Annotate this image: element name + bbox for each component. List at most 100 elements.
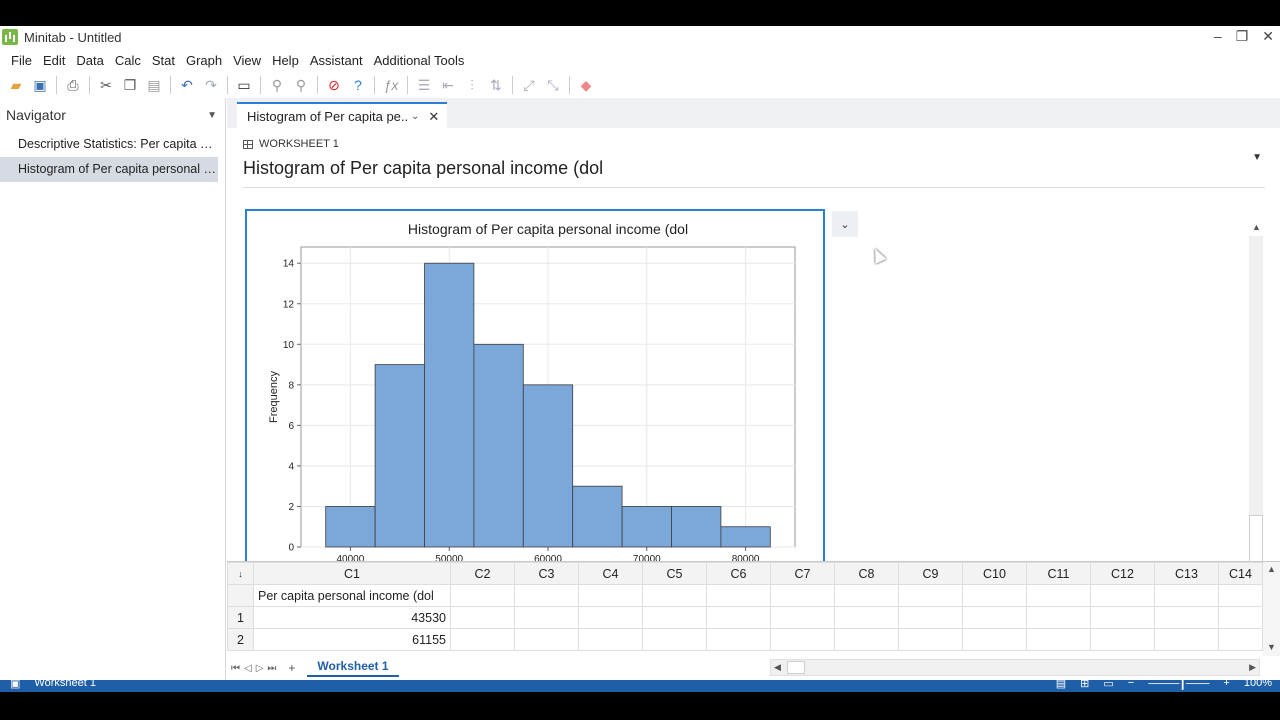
column-name-cell[interactable] (578, 584, 643, 607)
cell[interactable] (514, 628, 579, 651)
cell[interactable] (1090, 606, 1155, 629)
cell-c1-row2[interactable]: 61155 (253, 628, 451, 651)
column-header-c4[interactable]: C4 (578, 562, 643, 585)
column-name-cell[interactable] (834, 584, 899, 607)
cell[interactable] (578, 628, 643, 651)
cell[interactable] (1026, 606, 1091, 629)
copy-icon[interactable]: ❐ (123, 76, 137, 93)
column-name-cell[interactable] (1218, 584, 1263, 607)
column-name-cell[interactable] (706, 584, 771, 607)
sort-icon[interactable]: ⇅ (490, 76, 502, 93)
column-name-cell[interactable] (642, 584, 707, 607)
status-window-icon[interactable]: ▣ (10, 680, 21, 690)
add-sheet-button[interactable]: + (288, 661, 296, 675)
cell[interactable] (1218, 628, 1263, 651)
cut-icon[interactable]: ✂ (100, 76, 112, 93)
row-header-1[interactable]: 1 (227, 606, 254, 629)
cell[interactable] (834, 628, 899, 651)
ws-scroll-down-icon[interactable]: ▼ (1267, 642, 1276, 652)
align-icon[interactable]: ☰ (417, 76, 431, 93)
prev-sheet-icon[interactable]: ◁ (244, 662, 252, 674)
tab-dropdown-icon[interactable]: ⌄ (411, 111, 420, 122)
save-icon[interactable]: ▣ (33, 76, 47, 93)
hscroll-right-icon[interactable]: ▶ (1249, 662, 1256, 672)
paste-icon[interactable]: ▤ (147, 76, 161, 93)
hscroll-left-icon[interactable]: ◀ (774, 662, 781, 672)
close-window-button[interactable]: ✕ (1262, 28, 1274, 44)
zoom-out-icon[interactable]: − (1127, 680, 1135, 689)
chart-icon[interactable]: ⫶ (470, 76, 474, 93)
eraser-icon[interactable]: ◆ (580, 76, 592, 93)
cell[interactable] (1026, 628, 1091, 651)
distribute-icon[interactable]: ⇤ (442, 76, 454, 93)
menu-additional-tools[interactable]: Additional Tools (373, 52, 465, 68)
navigator-item-descriptive-statistics[interactable]: Descriptive Statistics: Per capita per..… (18, 137, 218, 151)
column-header-c2[interactable]: C2 (450, 562, 515, 585)
cell[interactable] (962, 606, 1027, 629)
column-header-c12[interactable]: C12 (1090, 562, 1155, 585)
status-layout-icon[interactable]: ▭ (1103, 680, 1114, 690)
hscroll-thumb[interactable] (787, 661, 805, 674)
cell[interactable] (450, 628, 515, 651)
output-vertical-scrollbar[interactable]: ▲ ▼ (1248, 220, 1264, 580)
column-name-c1[interactable]: Per capita personal income (dol (253, 584, 451, 607)
menu-edit[interactable]: Edit (42, 52, 66, 68)
ws-scroll-up-icon[interactable]: ▲ (1267, 564, 1276, 574)
menu-graph[interactable]: Graph (185, 52, 223, 68)
print-icon[interactable]: ⎙ (67, 76, 79, 93)
next-sheet-icon[interactable]: ▷ (255, 662, 264, 674)
column-header-c14[interactable]: C14 (1218, 562, 1263, 585)
zoom-slider[interactable]: ────┃─── (1148, 680, 1210, 690)
cell[interactable] (898, 606, 963, 629)
scroll-up-icon[interactable]: ▲ (1252, 222, 1261, 232)
brush-icon[interactable]: ⤢ (523, 76, 535, 93)
column-name-cell[interactable] (1154, 584, 1219, 607)
column-name-cell[interactable] (450, 584, 515, 607)
session-window-icon[interactable]: ▭ (237, 76, 251, 93)
cell[interactable] (898, 628, 963, 651)
column-name-cell[interactable] (1026, 584, 1091, 607)
replace-icon[interactable]: ⚲ (295, 76, 307, 93)
status-grid-icon[interactable]: ⊞ (1080, 680, 1090, 690)
column-name-cell[interactable] (1090, 584, 1155, 607)
worksheet-vertical-scrollbar[interactable]: ▲ ▼ (1263, 562, 1280, 656)
menu-help[interactable]: Help (272, 52, 299, 68)
undo-icon[interactable]: ↶ (181, 76, 193, 93)
column-header-c6[interactable]: C6 (706, 562, 771, 585)
output-menu-icon[interactable]: ▼ (1252, 152, 1262, 163)
redo-icon[interactable]: ↷ (205, 76, 217, 93)
cell[interactable] (962, 628, 1027, 651)
cell[interactable] (578, 606, 643, 629)
column-header-c7[interactable]: C7 (770, 562, 835, 585)
column-header-c13[interactable]: C13 (1154, 562, 1219, 585)
cell[interactable] (706, 628, 771, 651)
formula-icon[interactable]: ƒx (383, 77, 399, 93)
column-name-cell[interactable] (514, 584, 579, 607)
menu-view[interactable]: View (233, 52, 262, 68)
last-sheet-icon[interactable]: ⏭ (267, 662, 277, 674)
menu-stat[interactable]: Stat (151, 52, 175, 68)
menu-assistant[interactable]: Assistant (309, 52, 363, 68)
data-direction-arrow-icon[interactable]: ↓ (227, 562, 254, 585)
cell[interactable] (642, 628, 707, 651)
zoom-in-icon[interactable]: + (1223, 680, 1230, 689)
menu-data[interactable]: Data (76, 52, 104, 68)
minimize-button[interactable]: – (1213, 28, 1222, 44)
cell[interactable] (834, 606, 899, 629)
cell[interactable] (1154, 628, 1219, 651)
cancel-icon[interactable]: ⊘ (328, 76, 340, 93)
cell-c1-row1[interactable]: 43530 (253, 606, 451, 629)
cell[interactable] (1090, 628, 1155, 651)
column-header-c1[interactable]: C1 (253, 562, 451, 585)
find-icon[interactable]: ⚲ (271, 76, 283, 93)
worksheet-horizontal-scrollbar[interactable]: ◀ ▶ (770, 659, 1260, 676)
sheet-tab-worksheet-1[interactable]: Worksheet 1 (307, 659, 399, 677)
select-icon[interactable]: ⤡ (547, 76, 559, 93)
cell[interactable] (770, 606, 835, 629)
cell[interactable] (770, 628, 835, 651)
navigator-item-histogram[interactable]: Histogram of Per capita personal in... (0, 157, 218, 182)
cell[interactable] (1218, 606, 1263, 629)
cell[interactable] (706, 606, 771, 629)
cell[interactable] (450, 606, 515, 629)
graph-options-button[interactable]: ⌄ (832, 211, 858, 237)
